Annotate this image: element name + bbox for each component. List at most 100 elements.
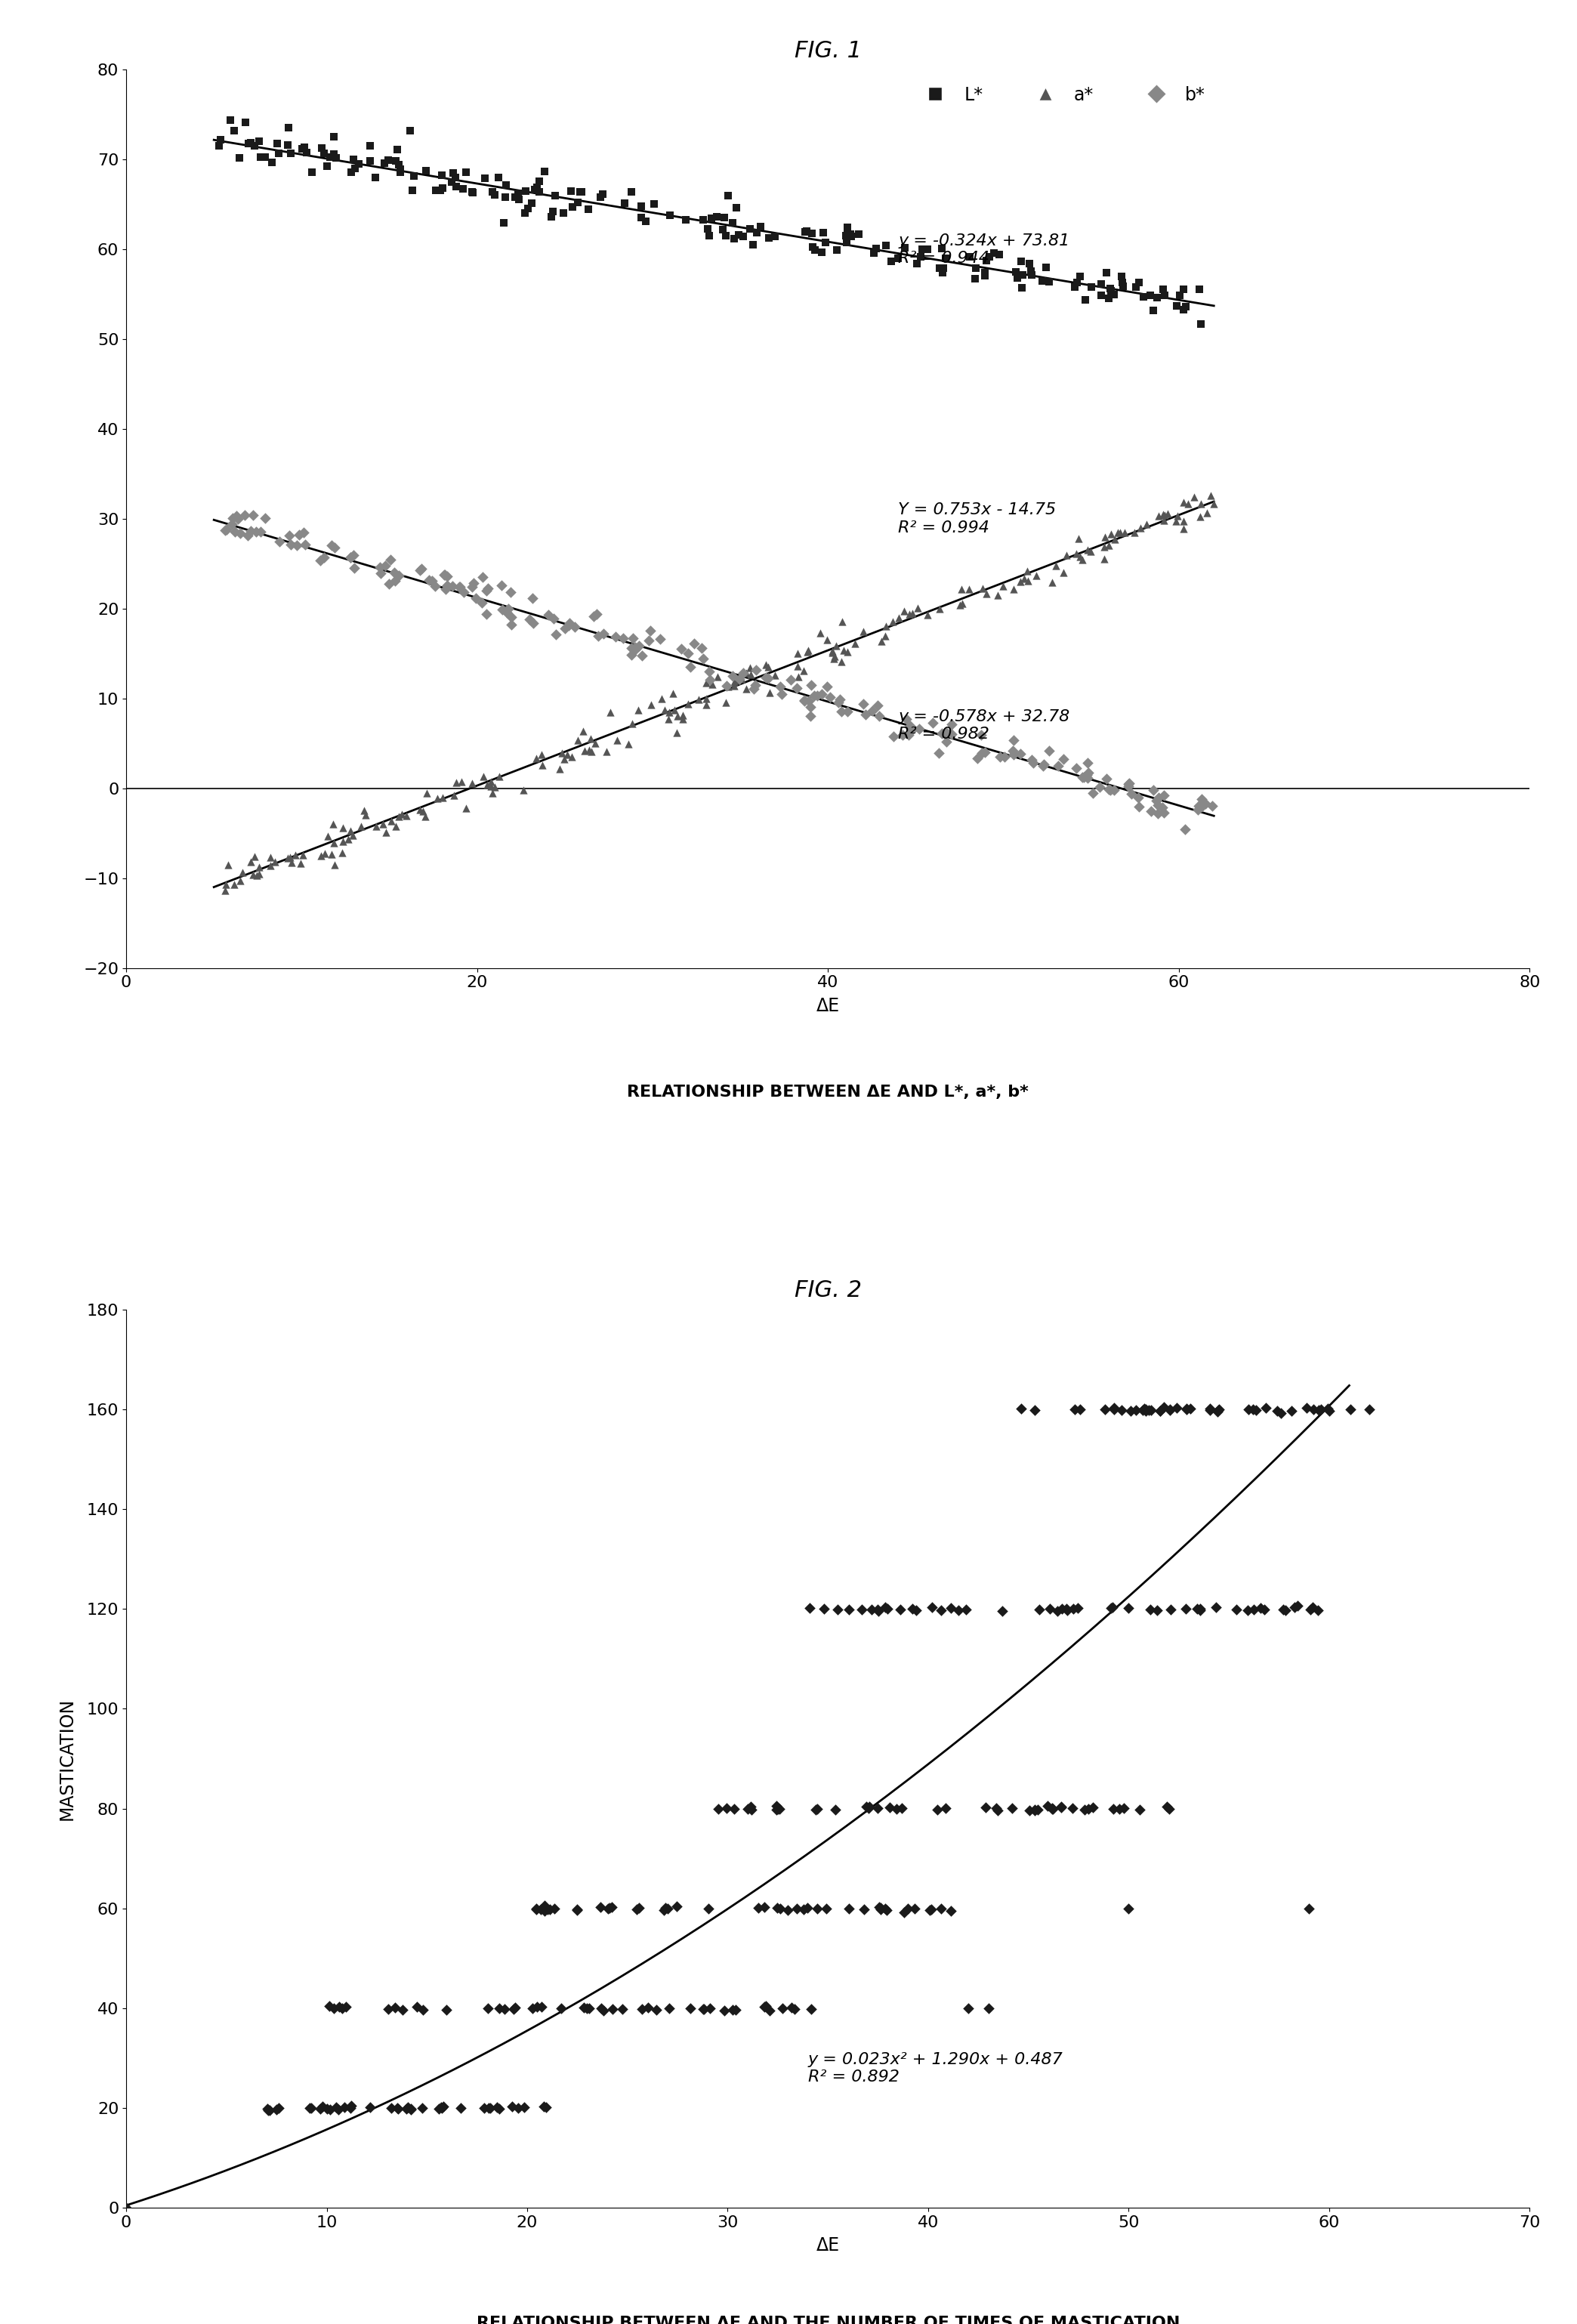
Point <box>1170 270 1195 307</box>
Point <box>248 514 273 551</box>
Point <box>629 637 654 674</box>
Point <box>624 1892 650 1929</box>
Point <box>934 723 959 760</box>
Point <box>869 1892 894 1929</box>
Point <box>435 567 460 604</box>
Point <box>378 2089 404 2126</box>
Point <box>1123 1392 1148 1429</box>
Point <box>811 214 836 251</box>
Point <box>479 774 505 811</box>
Point <box>542 177 568 214</box>
Point <box>891 593 916 630</box>
Point <box>588 179 613 216</box>
Point <box>1158 1392 1183 1429</box>
Point <box>492 179 517 216</box>
Point <box>656 1989 681 2027</box>
Point <box>227 514 252 551</box>
Point <box>498 600 524 637</box>
Point <box>1268 1394 1293 1432</box>
Point <box>353 797 378 834</box>
Point <box>431 2087 456 2124</box>
Point <box>333 1987 358 2024</box>
Point <box>479 767 505 804</box>
Point <box>1096 772 1121 809</box>
Point <box>1154 1789 1180 1827</box>
Point <box>724 188 749 225</box>
Point <box>878 242 904 279</box>
Point <box>796 1590 822 1627</box>
Point <box>1241 1592 1266 1629</box>
Point <box>946 1592 971 1629</box>
Point <box>1151 776 1176 813</box>
Point <box>987 237 1012 274</box>
Point <box>1205 1392 1230 1429</box>
Point <box>795 632 820 669</box>
Point <box>408 551 434 588</box>
Point <box>588 1889 613 1927</box>
Point <box>519 184 544 221</box>
Point <box>293 525 319 562</box>
Point <box>243 837 268 874</box>
Point <box>800 214 825 251</box>
Point <box>552 741 577 779</box>
Point <box>834 693 859 730</box>
Point <box>730 655 755 693</box>
Point <box>697 1989 722 2027</box>
Point <box>1301 1587 1326 1624</box>
Point <box>678 648 703 686</box>
Text: RELATIONSHIP BETWEEN ΔE AND THE NUMBER OF TIMES OF MASTICATION: RELATIONSHIP BETWEEN ΔE AND THE NUMBER O… <box>476 2315 1180 2324</box>
Point <box>1145 279 1170 316</box>
Point <box>721 221 746 258</box>
Point <box>216 846 241 883</box>
Point <box>278 525 303 562</box>
Point <box>938 1590 964 1627</box>
Point <box>1172 811 1197 848</box>
Point <box>970 734 995 772</box>
Point <box>800 1989 825 2027</box>
Point <box>528 737 554 774</box>
Point <box>388 153 413 191</box>
Point <box>1008 1390 1033 1427</box>
Point <box>1068 1390 1093 1427</box>
Point <box>658 693 683 730</box>
Point <box>897 595 923 632</box>
Point <box>866 697 891 734</box>
Point <box>847 216 872 253</box>
Point <box>1012 560 1038 597</box>
Point <box>872 618 897 655</box>
Point <box>486 158 511 195</box>
Point <box>1235 1592 1260 1629</box>
Point <box>341 548 366 586</box>
Point <box>539 198 565 235</box>
Point <box>664 713 689 751</box>
Point <box>524 1987 549 2024</box>
Point <box>1096 528 1121 565</box>
Point <box>801 676 826 713</box>
Point <box>856 1789 882 1827</box>
Point <box>938 1892 964 1929</box>
Point <box>372 144 397 181</box>
Point <box>555 607 580 644</box>
Point <box>768 1889 793 1927</box>
Point <box>1202 486 1227 523</box>
Point <box>590 616 615 653</box>
Text: y = 0.023x² + 1.290x + 0.487
R² = 0.892: y = 0.023x² + 1.290x + 0.487 R² = 0.892 <box>807 2052 1063 2085</box>
Point <box>489 567 514 604</box>
Point <box>830 693 855 730</box>
Point <box>1001 569 1027 607</box>
Point <box>1265 1392 1290 1429</box>
Point <box>326 1989 352 2027</box>
Point <box>874 1892 899 1929</box>
Point <box>894 700 919 737</box>
Point <box>617 725 642 762</box>
Point <box>341 816 366 853</box>
Point <box>785 648 811 686</box>
Point <box>323 2089 349 2126</box>
Point <box>1241 1390 1266 1427</box>
Point <box>834 209 859 246</box>
Point <box>410 2089 435 2126</box>
Point <box>699 200 724 237</box>
Point <box>703 198 729 235</box>
Point <box>721 205 746 242</box>
Point <box>823 627 848 665</box>
